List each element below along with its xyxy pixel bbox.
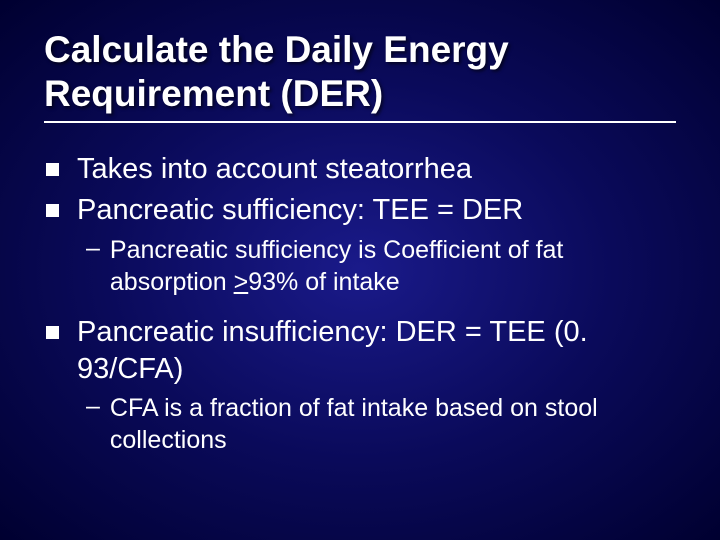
slide-content: Takes into account steatorrhea Pancreati… xyxy=(44,151,676,455)
dash-icon: – xyxy=(86,234,100,263)
slide-title: Calculate the Daily Energy Requirement (… xyxy=(44,28,676,123)
sub-item: – Pancreatic sufficiency is Coefficient … xyxy=(86,234,676,298)
dash-icon: – xyxy=(86,392,100,421)
sub-item: – CFA is a fraction of fat intake based … xyxy=(86,392,676,456)
bullet-item: Pancreatic insufficiency: DER = TEE (0. … xyxy=(46,314,676,388)
bullet-item: Pancreatic sufficiency: TEE = DER xyxy=(46,192,676,229)
sub-text: CFA is a fraction of fat intake based on… xyxy=(110,392,676,456)
sub-text: Pancreatic sufficiency is Coefficient of… xyxy=(110,234,676,298)
bullet-text: Pancreatic sufficiency: TEE = DER xyxy=(77,192,523,229)
square-bullet-icon xyxy=(46,204,59,217)
bullet-text: Pancreatic insufficiency: DER = TEE (0. … xyxy=(77,314,676,388)
square-bullet-icon xyxy=(46,326,59,339)
bullet-text: Takes into account steatorrhea xyxy=(77,151,472,188)
square-bullet-icon xyxy=(46,163,59,176)
bullet-item: Takes into account steatorrhea xyxy=(46,151,676,188)
